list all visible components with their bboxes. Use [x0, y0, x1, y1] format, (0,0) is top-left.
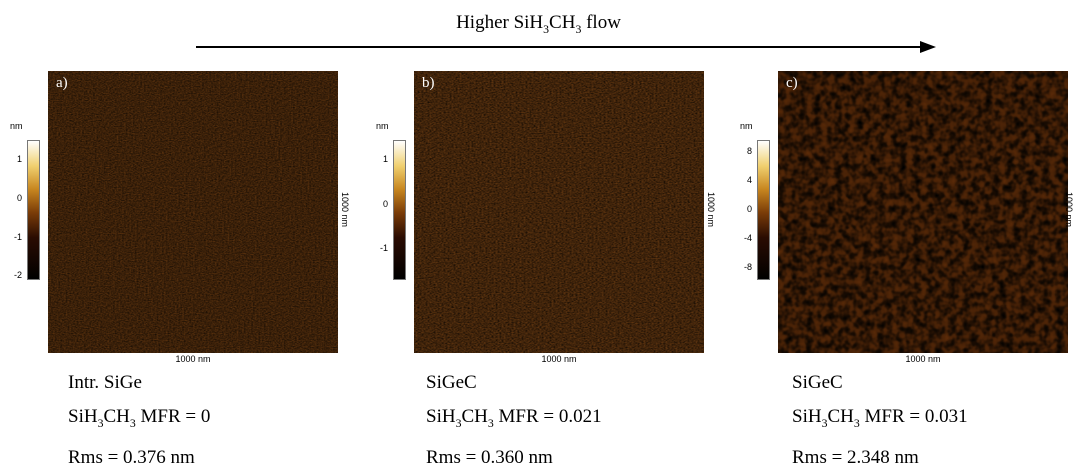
- colorbar-a: [27, 140, 40, 280]
- afm-image-b: b): [414, 71, 704, 353]
- colorbar-c: [757, 140, 770, 280]
- flow-arrow: [196, 41, 936, 53]
- colorbar-tick: 0: [382, 199, 388, 209]
- colorbar-tick: 1: [16, 154, 22, 164]
- colorbar-unit-b: nm: [376, 121, 389, 131]
- colorbar-unit-a: nm: [10, 121, 23, 131]
- x-scale-b: 1000 nm: [541, 354, 577, 364]
- colorbar-tick: 4: [746, 175, 752, 185]
- caption-rms: Rms = 0.376 nm: [68, 446, 195, 468]
- panel-tag-a: a): [56, 75, 68, 91]
- colorbar-tick: -2: [13, 270, 22, 280]
- colorbar-unit-c: nm: [740, 121, 753, 131]
- colorbar-tick: -8: [743, 262, 752, 272]
- y-scale-a: 1000 nm: [340, 192, 350, 228]
- caption-c: SiGeC SiH3CH3 MFR = 0.031 Rms = 2.348 nm: [792, 366, 968, 475]
- colorbar-tick: -1: [13, 232, 22, 242]
- afm-image-a: a): [48, 71, 338, 353]
- colorbar-tick: -4: [743, 233, 752, 243]
- figure-title: Higher SiH3CH3 flow: [456, 12, 621, 36]
- caption-material: SiGeC: [426, 372, 477, 393]
- caption-material: Intr. SiGe: [68, 372, 142, 393]
- x-scale-c: 1000 nm: [905, 354, 941, 364]
- caption-rms: Rms = 0.360 nm: [426, 446, 553, 468]
- caption-rms: Rms = 2.348 nm: [792, 446, 919, 468]
- caption-material: SiGeC: [792, 372, 843, 393]
- caption-mfr: SiH3CH3 MFR = 0.021: [426, 406, 602, 430]
- colorbar-tick: 8: [746, 146, 752, 156]
- caption-b: SiGeC SiH3CH3 MFR = 0.021 Rms = 0.360 nm: [426, 366, 602, 475]
- panel-tag-b: b): [422, 75, 435, 91]
- caption-mfr: SiH3CH3 MFR = 0: [68, 406, 211, 430]
- caption-mfr: SiH3CH3 MFR = 0.031: [792, 406, 968, 430]
- panel-tag-c: c): [786, 75, 798, 91]
- y-scale-b: 1000 nm: [706, 192, 716, 228]
- colorbar-tick: 0: [746, 204, 752, 214]
- caption-a: Intr. SiGe SiH3CH3 MFR = 0 Rms = 0.376 n…: [68, 366, 210, 475]
- colorbar-tick: 1: [382, 154, 388, 164]
- x-scale-a: 1000 nm: [175, 354, 211, 364]
- afm-image-c: c): [778, 71, 1068, 353]
- colorbar-b: [393, 140, 406, 280]
- colorbar-tick: -1: [379, 243, 388, 253]
- colorbar-tick: 0: [16, 193, 22, 203]
- y-scale-c: 1000 nm: [1064, 192, 1074, 228]
